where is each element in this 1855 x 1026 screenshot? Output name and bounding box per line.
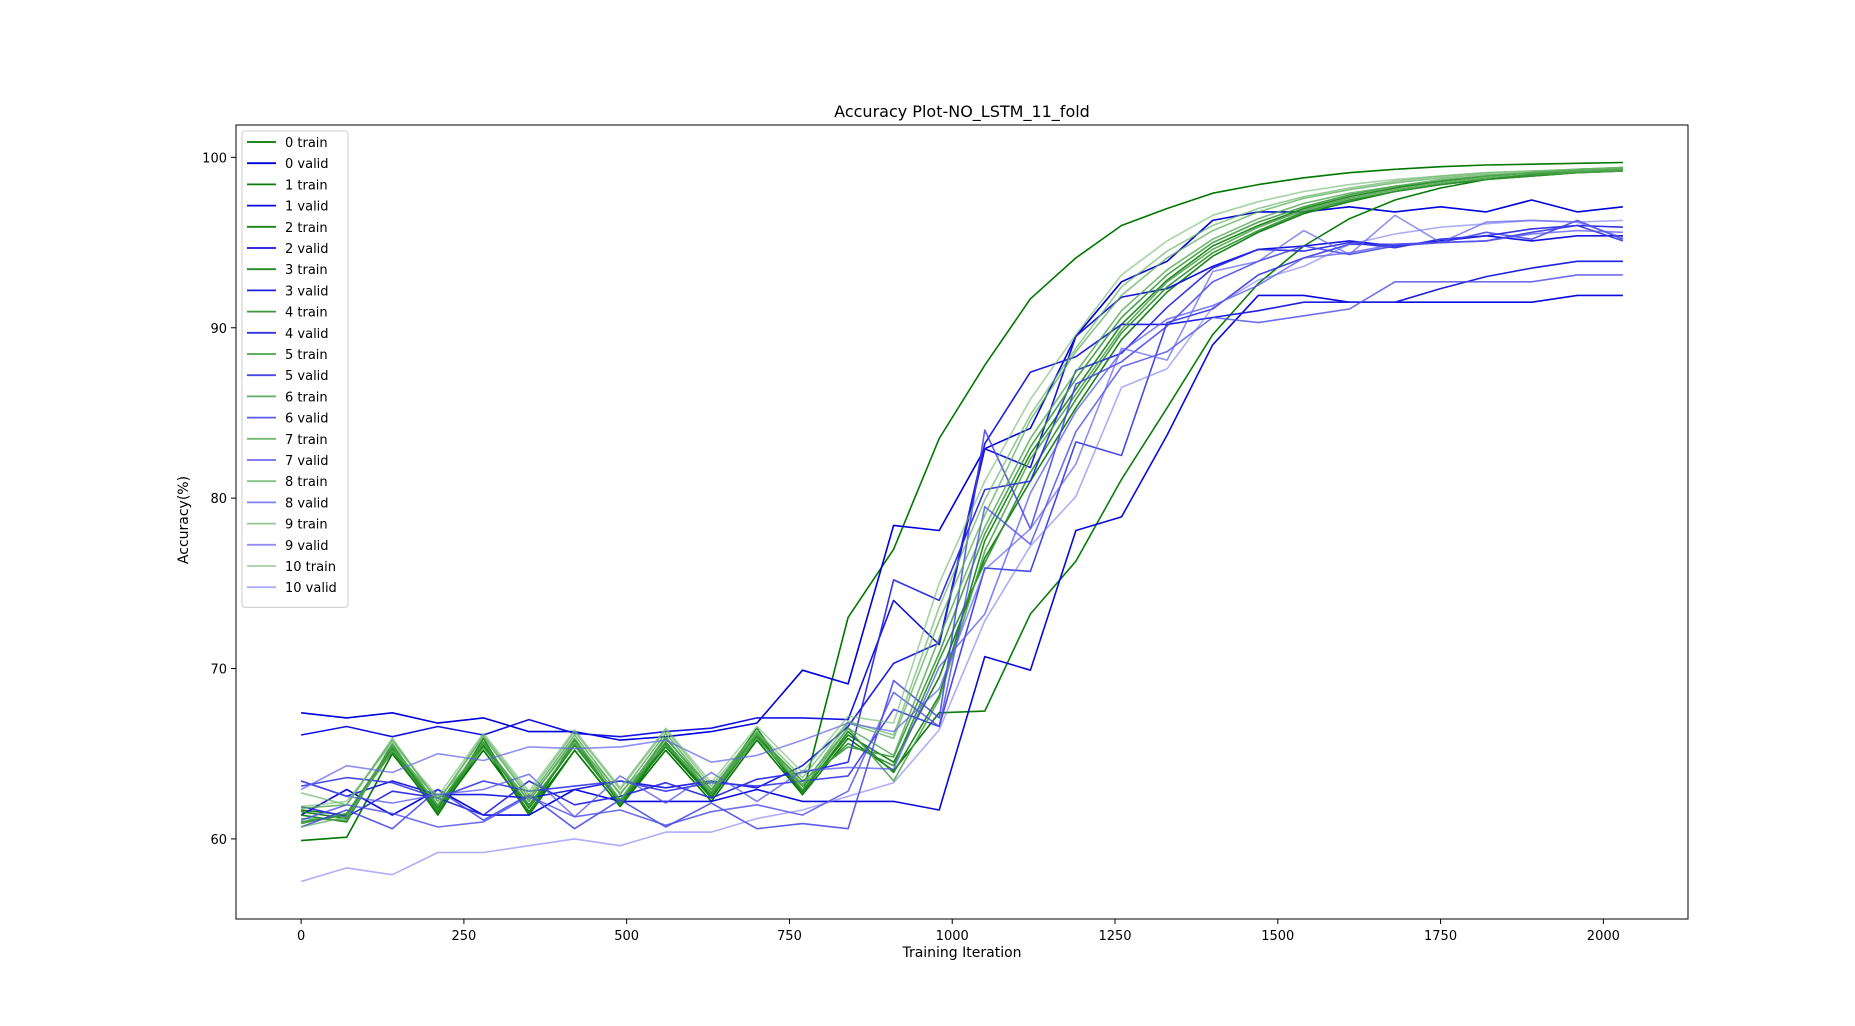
legend-label: 3 valid — [285, 284, 329, 299]
x-tick-label: 1000 — [936, 929, 969, 944]
legend-label: 4 train — [285, 306, 328, 321]
plot-frame — [235, 124, 1689, 920]
legend-label: 10 valid — [285, 581, 337, 596]
legend-label: 2 train — [285, 221, 328, 236]
legend-label: 9 train — [285, 518, 328, 533]
series-line-10-train — [301, 166, 1623, 808]
legend-label: 4 valid — [285, 327, 329, 342]
legend-label: 6 train — [285, 390, 328, 405]
legend-label: 7 valid — [285, 454, 329, 469]
y-tick-label: 100 — [202, 151, 227, 166]
series-line-1-valid — [300, 294, 1623, 816]
y-tick-label: 80 — [210, 492, 227, 507]
y-tick-label: 60 — [210, 833, 227, 848]
y-tick-label: 70 — [210, 663, 227, 678]
legend-label: 7 train — [285, 433, 328, 448]
legend-label: 8 train — [285, 475, 328, 490]
legend-label: 5 valid — [285, 369, 329, 384]
series-line-6-valid — [300, 219, 1624, 830]
series-line-8-valid — [300, 229, 1623, 818]
legend-label: 2 valid — [285, 242, 329, 257]
y-tick-label: 90 — [210, 322, 227, 337]
legend: 0 train 0 valid 1 train 1 valid 2 train 2 val… — [241, 130, 349, 608]
series-line-1-train — [301, 168, 1623, 816]
legend-label: 0 train — [285, 136, 328, 151]
legend-label: 9 valid — [285, 539, 329, 554]
x-tick-label: 1750 — [1424, 929, 1457, 944]
series-line-7-valid — [300, 274, 1623, 828]
x-tick-label: 750 — [777, 929, 802, 944]
x-tick-label: 1500 — [1261, 929, 1294, 944]
y-axis-label: Accuracy(%) — [176, 476, 192, 564]
axes-group: 0 250 500 750 1000 1250 1500 1750 2000 60 70 80 90 10… — [202, 151, 1620, 944]
series-line-0-valid — [301, 199, 1623, 741]
x-tick-label: 2000 — [1587, 929, 1620, 944]
legend-label: 8 valid — [285, 496, 329, 511]
series-lines-group — [300, 161, 1624, 883]
series-line-9-train — [300, 166, 1623, 806]
legend-label: 1 train — [285, 178, 328, 193]
x-tick-label: 1250 — [1098, 929, 1131, 944]
legend-label: 0 valid — [285, 157, 329, 172]
x-tick-label: 500 — [614, 929, 639, 944]
legend-box — [241, 130, 349, 608]
x-tick-label: 0 — [297, 929, 305, 944]
legend-label: 6 valid — [285, 412, 329, 427]
series-line-10-valid — [300, 219, 1623, 883]
x-axis-label: Training Iteration — [901, 945, 1021, 961]
series-line-9-valid — [300, 214, 1624, 791]
x-tick-label: 250 — [451, 929, 476, 944]
series-line-7-train — [301, 168, 1623, 809]
chart-title: Accuracy Plot-NO_LSTM_11_fold — [834, 102, 1090, 122]
legend-label: 10 train — [285, 560, 336, 575]
series-line-8-train — [300, 168, 1623, 828]
legend-label: 3 train — [285, 263, 328, 278]
legend-label: 1 valid — [285, 200, 329, 215]
legend-label: 5 train — [285, 348, 328, 363]
